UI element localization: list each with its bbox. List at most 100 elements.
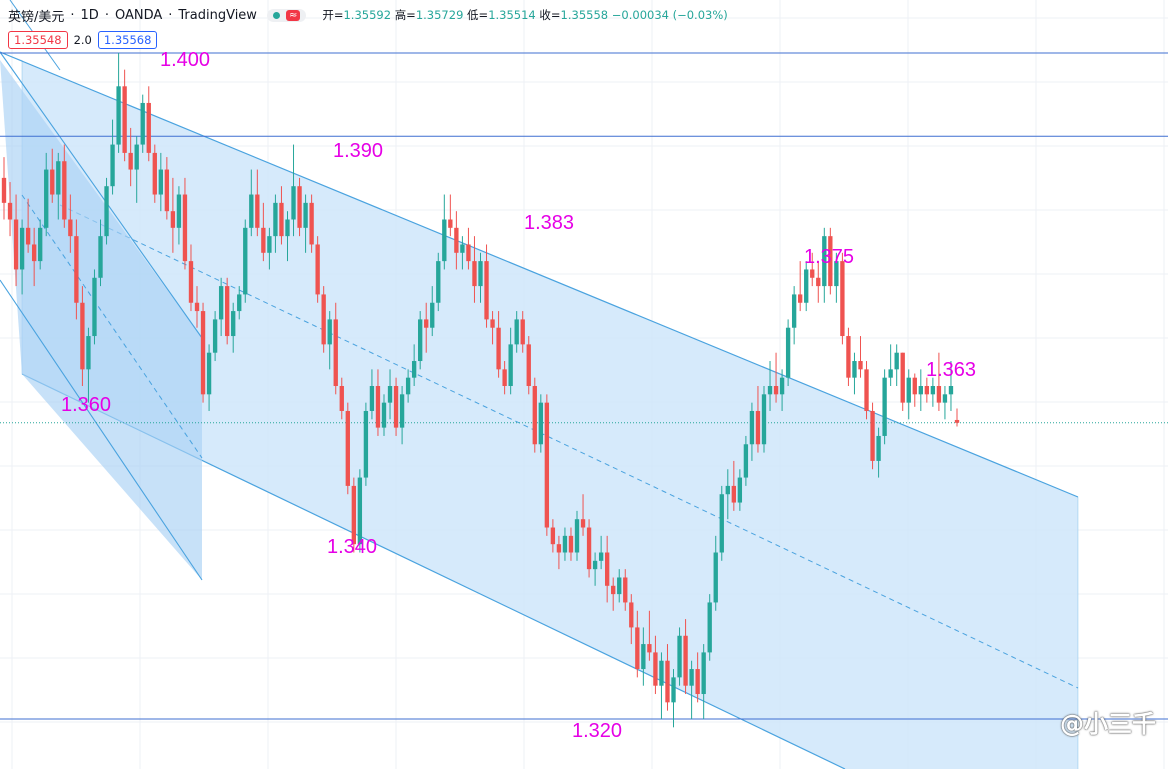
candle-body	[689, 669, 694, 686]
candle	[791, 286, 797, 345]
separator: ·	[70, 7, 75, 23]
candle	[592, 552, 598, 586]
price-annotation: 1.363	[926, 359, 976, 381]
candle	[659, 652, 664, 719]
candle	[864, 361, 869, 420]
candle	[405, 369, 411, 403]
candle	[641, 627, 646, 686]
price-annotation: 1.390	[333, 140, 383, 162]
market-status-pill[interactable]: ≈	[266, 8, 307, 22]
candle	[448, 194, 453, 237]
buy-price-button[interactable]: 1.35568	[97, 31, 158, 49]
candle	[888, 344, 893, 386]
candle	[369, 369, 375, 420]
candle	[580, 494, 586, 536]
candle-body	[894, 352, 899, 370]
open-value: 1.35592	[343, 8, 392, 22]
wave-icon: ≈	[285, 9, 301, 21]
candle-body	[478, 261, 483, 287]
candle-body	[273, 202, 278, 237]
candle-body	[514, 319, 519, 345]
small-channel-lower-line	[0, 279, 203, 581]
candle	[936, 352, 942, 411]
candle	[550, 519, 556, 553]
price-annotation: 1.360	[61, 394, 111, 416]
candle-body	[749, 410, 755, 445]
candle	[80, 286, 85, 386]
candle	[279, 186, 284, 245]
candle	[200, 302, 206, 403]
candle-body	[683, 635, 688, 686]
candle-body	[918, 386, 923, 395]
candle-body	[665, 660, 670, 703]
candle-body	[580, 519, 586, 528]
symbol-label[interactable]: 英镑/美元	[8, 9, 65, 25]
candle-body	[701, 652, 706, 695]
candle	[466, 227, 471, 270]
sell-price-button[interactable]: 1.35548	[8, 31, 68, 49]
ohlc-readout: 开=1.35592 高=1.35729 低=1.35514 收=1.35558 …	[322, 7, 727, 23]
low-label: 低=	[467, 8, 489, 22]
candle-body	[218, 286, 224, 320]
candle-body	[387, 386, 393, 403]
candle-body	[164, 169, 170, 212]
candle-body	[647, 644, 652, 653]
candle-body	[315, 244, 320, 295]
candle-body	[520, 319, 525, 345]
candle	[665, 644, 670, 711]
candle	[870, 402, 875, 470]
candle-body	[834, 261, 839, 287]
candle-body	[200, 311, 206, 395]
candle-body	[448, 219, 453, 228]
candle	[755, 386, 761, 453]
candle-body	[357, 477, 363, 545]
candle	[900, 352, 905, 411]
candle	[267, 227, 272, 270]
candle	[478, 252, 483, 303]
candle	[653, 635, 658, 695]
candle-body	[568, 535, 574, 553]
candle-body	[333, 319, 338, 386]
candle-body	[604, 552, 610, 586]
close-value: 1.35558	[560, 8, 609, 22]
candle	[38, 219, 43, 270]
candle	[110, 119, 115, 195]
candle-body	[767, 386, 773, 395]
candle	[906, 369, 911, 420]
candle-body	[852, 361, 857, 378]
candle	[520, 311, 525, 353]
candle	[74, 219, 79, 320]
candle-body	[19, 227, 25, 270]
candle	[816, 261, 821, 303]
candle-body	[671, 677, 676, 703]
candle-body	[267, 236, 272, 253]
candle-body	[98, 236, 103, 278]
candle	[291, 144, 296, 237]
candle	[689, 660, 694, 719]
high-value: 1.35729	[415, 8, 464, 22]
candle-body	[134, 144, 139, 170]
candle	[671, 669, 676, 728]
candle	[568, 527, 574, 561]
candle	[683, 619, 688, 695]
candle-body	[261, 227, 266, 253]
candle-body	[194, 302, 200, 312]
candle-body	[182, 194, 188, 262]
timeframe-label[interactable]: 1D	[80, 7, 99, 23]
candle-body	[80, 302, 85, 370]
close-label: 收=	[539, 8, 561, 22]
candle-body	[502, 369, 507, 386]
candle	[556, 535, 562, 570]
candle	[858, 336, 863, 378]
candle	[44, 152, 49, 237]
candle	[719, 485, 724, 561]
candle-body	[574, 519, 580, 553]
candle	[846, 327, 851, 386]
price-labels: 1.400 1.390 1.383 1.375 1.363 1.360 1.340 1.320	[61, 49, 976, 742]
candle-body	[544, 402, 550, 528]
candle	[134, 136, 139, 203]
candle	[707, 594, 712, 661]
